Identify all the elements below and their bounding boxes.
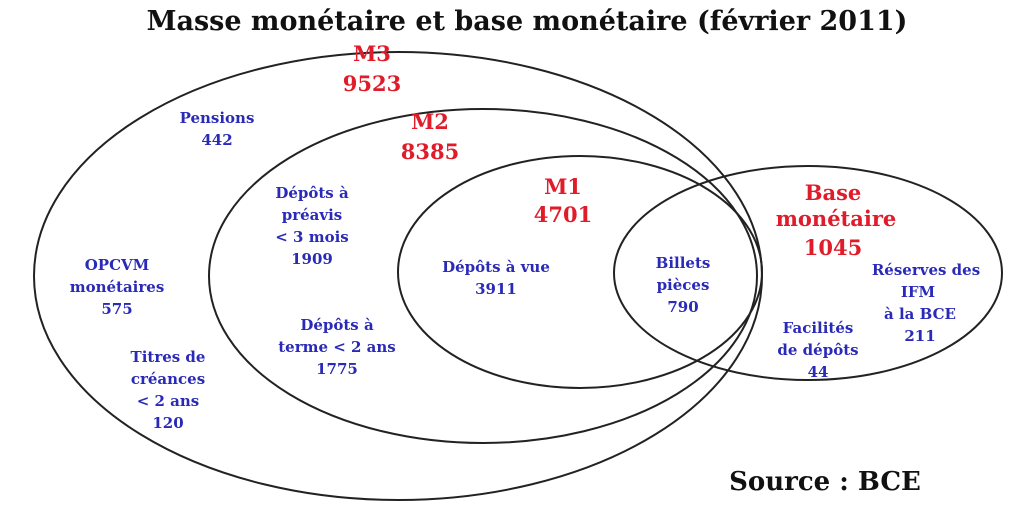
depots-vue-label: Dépôts à vue 3911: [442, 258, 550, 298]
billets-text-line2: pièces: [657, 276, 710, 294]
diagram-title: Masse monétaire et base monétaire (févri…: [147, 6, 908, 37]
depots-vue-text-line1: Dépôts à vue: [442, 258, 550, 276]
m3-value: 9523: [343, 71, 401, 96]
facilites-text-line1: Facilités: [783, 319, 854, 337]
m2-name: M2: [411, 109, 449, 134]
depots-terme-label: Dépôts à terme < 2 ans 1775: [278, 316, 396, 378]
titres-creances-label: Titres de créances < 2 ans 120: [131, 348, 206, 432]
depots-terme-text-line1: Dépôts à: [300, 316, 374, 334]
source-label: Source : BCE: [729, 467, 921, 497]
titres-text-line3: < 2 ans: [137, 392, 200, 410]
base-monetaire-name-line2: monétaire: [776, 206, 897, 231]
depots-vue-value: 3911: [475, 280, 517, 298]
opcvm-text-line1: OPCVM: [85, 256, 150, 274]
m1-name: M1: [544, 174, 582, 199]
base-monetaire-label: Base monétaire 1045: [776, 180, 897, 260]
m3-name: M3: [353, 41, 391, 66]
opcvm-value: 575: [101, 300, 132, 318]
facilites-text-line2: de dépôts: [777, 341, 858, 359]
m1-label: M1 4701: [534, 174, 592, 227]
m1-circle: [397, 155, 763, 389]
depots-preavis-value: 1909: [291, 250, 333, 268]
billets-pieces-label: Billets pièces 790: [656, 254, 711, 316]
depots-terme-text-line2: terme < 2 ans: [278, 338, 396, 356]
opcvm-label: OPCVM monétaires 575: [70, 256, 165, 318]
billets-text-line1: Billets: [656, 254, 711, 272]
depots-preavis-label: Dépôts à préavis < 3 mois 1909: [275, 184, 349, 268]
billets-value: 790: [667, 298, 698, 316]
m3-label: M3 9523: [343, 41, 401, 96]
depots-preavis-text-line2: préavis: [282, 206, 343, 224]
depots-preavis-text-line3: < 3 mois: [275, 228, 348, 246]
reserves-value: 211: [904, 327, 935, 345]
base-monetaire-circle: [613, 165, 1003, 381]
m1-value: 4701: [534, 202, 592, 227]
reserves-text-line1: Réserves des: [872, 261, 980, 279]
facilites-depots-label: Facilités de dépôts 44: [777, 319, 858, 381]
base-monetaire-value: 1045: [804, 235, 862, 260]
pensions-label: Pensions 442: [180, 109, 255, 149]
reserves-text-line3: à la BCE: [884, 305, 956, 323]
titres-text-line2: créances: [131, 370, 205, 388]
depots-terme-value: 1775: [316, 360, 358, 378]
titres-value: 120: [152, 414, 183, 432]
pensions-text-line1: Pensions: [180, 109, 255, 127]
reserves-ifm-label: Réserves des IFM à la BCE 211: [872, 261, 980, 345]
pensions-value: 442: [201, 131, 232, 149]
facilites-value: 44: [808, 363, 829, 381]
reserves-text-line2: IFM: [901, 283, 935, 301]
m2-label: M2 8385: [401, 109, 459, 164]
depots-preavis-text-line1: Dépôts à: [275, 184, 349, 202]
titres-text-line1: Titres de: [131, 348, 206, 366]
opcvm-text-line2: monétaires: [70, 278, 165, 296]
base-monetaire-name-line1: Base: [805, 180, 862, 205]
m2-circle: [208, 108, 758, 444]
m2-value: 8385: [401, 139, 459, 164]
